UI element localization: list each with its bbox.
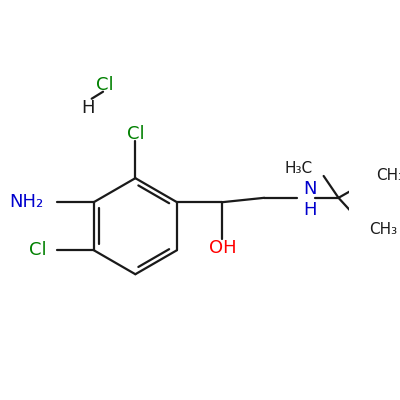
Text: CH₃: CH₃ [376,168,400,183]
Text: Cl: Cl [126,125,144,143]
Text: OH: OH [208,238,236,256]
Text: Cl: Cl [96,76,114,94]
Text: H: H [82,99,95,117]
Text: H₃C: H₃C [284,161,312,176]
Text: Cl: Cl [29,241,47,259]
Text: NH₂: NH₂ [9,193,43,211]
Text: N
H: N H [304,180,317,219]
Text: CH₃: CH₃ [369,222,397,237]
